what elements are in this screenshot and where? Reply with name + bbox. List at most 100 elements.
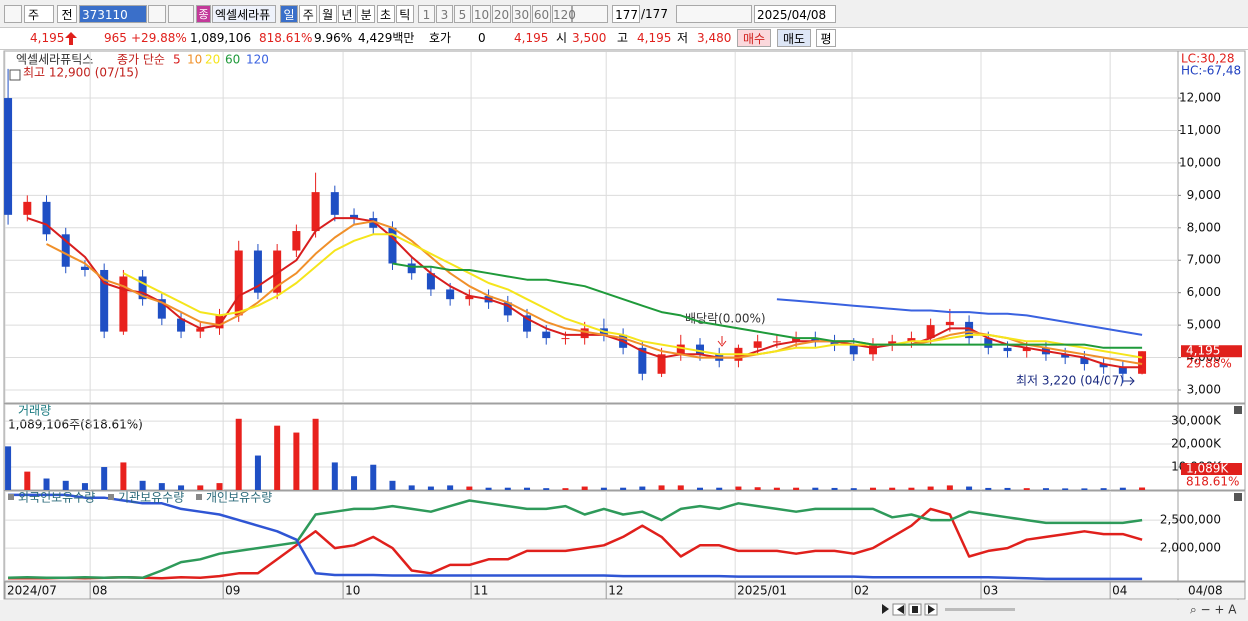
- candle-body: [80, 266, 89, 270]
- volume-bar: [408, 485, 415, 490]
- legend-entry: 10: [187, 53, 202, 67]
- volume-bar: [927, 486, 934, 490]
- volume-panel: [3, 403, 1246, 491]
- high: 4,195: [637, 31, 672, 45]
- interval-button[interactable]: 5: [454, 5, 471, 23]
- sell-button[interactable]: 매도: [777, 29, 811, 47]
- candle-body: [273, 250, 282, 293]
- series-line: [122, 233, 1143, 359]
- volume-bar: [254, 455, 261, 490]
- close-button[interactable]: [1234, 406, 1242, 414]
- legend-entry: 20: [205, 53, 220, 67]
- interval-button[interactable]: 60: [532, 5, 551, 23]
- y-tick-label: 8,000: [1187, 220, 1221, 234]
- turnover-rate: 9.96%: [314, 31, 353, 45]
- interval-button[interactable]: 120: [552, 5, 576, 23]
- interval-button[interactable]: 20: [492, 5, 511, 23]
- menu-button[interactable]: [4, 5, 22, 23]
- candle-body: [292, 231, 301, 251]
- x-tick-label: 11: [473, 584, 488, 598]
- interval-button[interactable]: 30: [512, 5, 531, 23]
- low-arrow: [1122, 376, 1135, 386]
- change: 965: [104, 31, 127, 45]
- period-button[interactable]: 월: [318, 5, 337, 23]
- candle-body: [215, 315, 224, 329]
- badge: 종: [196, 5, 211, 23]
- candle-body: [926, 325, 935, 339]
- period-button[interactable]: 틱: [395, 5, 414, 23]
- volume-bar: [543, 488, 550, 490]
- x-tick-label: 2024/07: [7, 584, 57, 598]
- y-tick-label: 9,000: [1187, 188, 1221, 202]
- buy-button[interactable]: 매수: [737, 29, 771, 47]
- dropdown[interactable]: [572, 5, 608, 23]
- candle-body: [542, 331, 551, 339]
- series-line: [8, 507, 1143, 580]
- volume-bar: [869, 487, 876, 490]
- price-badge: [1181, 345, 1242, 358]
- series-line: [8, 499, 1143, 580]
- volume-bar: [504, 487, 511, 490]
- candle-body: [1118, 367, 1127, 374]
- volume-badge: [1181, 463, 1242, 475]
- candle-body: [830, 341, 839, 345]
- period-button[interactable]: 년: [337, 5, 356, 23]
- x-tick-label: 2025/01: [737, 584, 787, 598]
- x-tick-label: 09: [225, 584, 240, 598]
- volume-bar: [716, 487, 723, 490]
- candle-body: [945, 321, 954, 326]
- y-tick-label: 5,000: [1187, 318, 1221, 332]
- period-button[interactable]: 분: [357, 5, 376, 23]
- volume-bar: [600, 487, 607, 490]
- ask: 4,195: [514, 31, 549, 45]
- scope-button[interactable]: 전: [57, 5, 77, 23]
- volume-bar: [1062, 488, 1069, 490]
- y-tick-label: 2,000,000: [1160, 541, 1221, 555]
- change-label: 29.88%: [1186, 357, 1232, 371]
- dividend-annotation: 배당락(0.00%): [685, 312, 766, 326]
- volume-bar: [5, 446, 12, 490]
- low: 3,480: [697, 31, 732, 45]
- scroll-controls[interactable]: ⌕ − + A: [882, 603, 1237, 617]
- code-input[interactable]: 373110: [79, 5, 147, 23]
- volume-bar: [216, 483, 223, 490]
- y-tick-label: 10,000: [1179, 155, 1221, 169]
- interval-button[interactable]: 10: [472, 5, 491, 23]
- x-tick-label: 10: [345, 584, 360, 598]
- high-label: 고: [617, 31, 629, 45]
- date-input[interactable]: 2025/04/08: [754, 5, 836, 23]
- candle-body: [984, 338, 993, 348]
- interval-button[interactable]: 1: [418, 5, 435, 23]
- low-label: 저: [677, 31, 689, 45]
- volume-bar: [120, 462, 127, 490]
- volume-bar: [312, 418, 319, 490]
- sound-button[interactable]: [168, 5, 194, 23]
- volume-bar: [466, 486, 473, 490]
- candle-body: [234, 250, 243, 316]
- x-tick-label: 08: [92, 584, 107, 598]
- candle-body: [330, 192, 339, 215]
- x-end-label: 04/08: [1188, 584, 1223, 598]
- volume-bar: [966, 486, 973, 490]
- candle-body: [580, 328, 589, 339]
- count-input[interactable]: 177: [612, 5, 640, 23]
- tool-buttons[interactable]: [676, 5, 752, 23]
- period-button[interactable]: 주: [299, 5, 318, 23]
- series-line: [8, 493, 1143, 581]
- change-rate: +29.88%: [131, 31, 187, 45]
- volume-bar: [370, 464, 377, 490]
- volume-bar: [658, 485, 665, 490]
- candle-body: [407, 263, 416, 274]
- price: 4,195: [30, 31, 65, 45]
- period-button[interactable]: 초: [376, 5, 395, 23]
- candle-body: [1080, 357, 1089, 365]
- volume-bar: [1081, 488, 1088, 490]
- search-button[interactable]: [148, 5, 166, 23]
- close-button[interactable]: [1234, 493, 1242, 501]
- avg-button[interactable]: 평: [816, 29, 836, 47]
- interval-button[interactable]: 3: [436, 5, 453, 23]
- period-button[interactable]: 일: [280, 5, 298, 23]
- volume-bar: [101, 467, 108, 490]
- market-select[interactable]: 주: [24, 5, 54, 23]
